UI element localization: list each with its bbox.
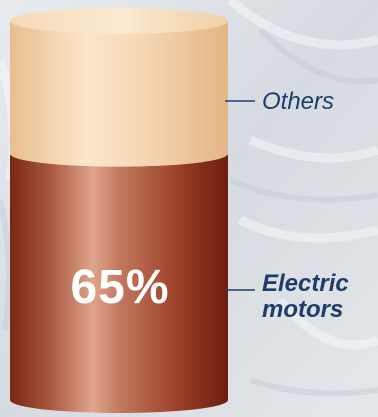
series-label-electric-line2: motors bbox=[262, 296, 344, 323]
bar-segment-others bbox=[10, 21, 228, 167]
cylinder-top-cap bbox=[10, 8, 228, 34]
series-label-electric-line1: Electric bbox=[262, 270, 349, 297]
bar-segment-electric-motors bbox=[10, 153, 228, 413]
series-label-others: Others bbox=[262, 88, 335, 115]
series-label-electric-motors: Electric motors bbox=[262, 271, 349, 323]
data-label-electric-motors: 65% bbox=[70, 261, 170, 314]
